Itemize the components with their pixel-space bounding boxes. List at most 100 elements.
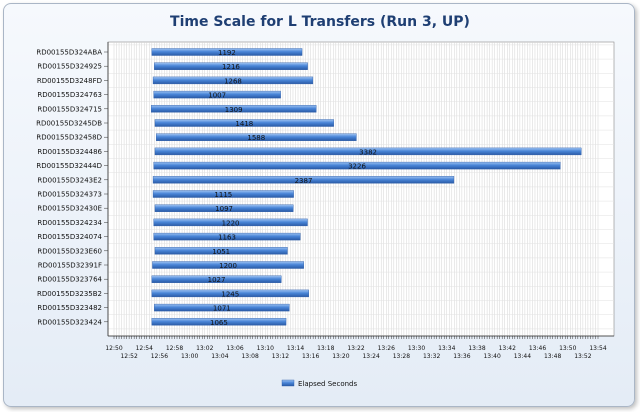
category-label: RD00155D324373 <box>37 191 102 199</box>
x-tick-label: 13:20 <box>332 353 349 360</box>
x-tick-label: 13:46 <box>529 345 546 352</box>
x-tick-label: 12:56 <box>151 353 168 360</box>
bar <box>151 48 303 56</box>
x-tick-label: 12:52 <box>120 353 137 360</box>
x-tick-label: 13:34 <box>438 345 455 352</box>
bar <box>153 232 301 241</box>
x-tick-label: 13:08 <box>241 353 258 360</box>
x-tick-label: 13:06 <box>226 345 243 352</box>
chart-title: Time Scale for L Transfers (Run 3, UP) <box>170 14 470 30</box>
bar <box>154 147 582 156</box>
x-tick-label: 13:28 <box>393 353 410 360</box>
x-tick-label: 13:48 <box>544 353 561 360</box>
bar <box>151 318 287 326</box>
legend-label: Elapsed Seconds <box>298 380 357 388</box>
bar-value-label: 1163 <box>218 234 236 242</box>
category-label: RD00155D324486 <box>37 148 102 156</box>
x-tick-label: 13:24 <box>362 353 379 360</box>
category-label: RD00155D3243E2 <box>37 176 102 184</box>
bar-value-label: 1097 <box>215 205 233 213</box>
bar <box>154 303 290 312</box>
x-tick-label: 13:12 <box>272 353 289 360</box>
bar-value-label: 1007 <box>208 92 226 100</box>
category-label: RD00155D324074 <box>37 233 102 241</box>
bar <box>154 247 288 255</box>
bar-value-label: 1220 <box>222 219 240 227</box>
bar-value-label: 1027 <box>208 276 226 284</box>
bars: 1192 1216 1268 1007 1309 1418 1588 3382 3226 2387… <box>150 48 582 327</box>
category-label: RD00155D324234 <box>37 219 102 227</box>
bar <box>152 261 304 269</box>
bar <box>154 62 308 70</box>
x-tick-label: 13:38 <box>468 345 485 352</box>
category-label: RD00155D324ABA <box>36 49 102 57</box>
x-tick-label: 13:18 <box>317 345 334 352</box>
bar <box>153 161 561 170</box>
grid-lines <box>108 42 614 336</box>
category-labels: RD00155D324ABA RD00155D324925 RD00155D3248… <box>36 49 108 326</box>
bar-value-label: 1071 <box>213 305 231 313</box>
x-tick-label: 13:16 <box>302 353 319 360</box>
x-tick-label: 13:02 <box>196 345 213 352</box>
x-tick-label: 13:36 <box>453 353 470 360</box>
x-tick-label: 12:58 <box>166 345 183 352</box>
category-label: RD00155D323482 <box>37 304 102 312</box>
x-tick-label: 13:50 <box>559 345 576 352</box>
category-label: RD00155D324925 <box>37 63 102 71</box>
bar-value-label: 1245 <box>221 290 239 298</box>
x-tick-label: 12:50 <box>105 345 122 352</box>
bar <box>152 76 314 85</box>
bar <box>153 218 308 227</box>
category-label: RD00155D3235B2 <box>37 290 102 298</box>
category-label: RD00155D323424 <box>37 318 102 326</box>
bar-value-label: 1418 <box>235 120 253 128</box>
bar-value-label: 1065 <box>210 319 228 327</box>
category-label: RD00155D3245DB <box>36 120 102 128</box>
bar <box>151 289 309 298</box>
category-label: RD00155D323764 <box>37 276 102 284</box>
bar-value-label: 1268 <box>224 77 242 85</box>
x-tick-label: 13:26 <box>378 345 395 352</box>
bar-value-label: 3382 <box>359 148 377 156</box>
x-tick-label: 13:40 <box>483 353 500 360</box>
bar-value-label: 1115 <box>214 191 232 199</box>
x-tick-label: 13:32 <box>423 353 440 360</box>
category-label: RD00155D32458D <box>36 134 102 142</box>
bar <box>151 275 282 283</box>
bar-value-label: 2387 <box>295 177 313 185</box>
x-tick-label: 13:42 <box>499 345 516 352</box>
bar-value-label: 3226 <box>348 163 366 171</box>
x-tick-label: 13:30 <box>408 345 425 352</box>
x-tick-label: 13:10 <box>257 345 274 352</box>
category-label: RD00155D323E60 <box>37 247 102 255</box>
x-tick-label: 13:04 <box>211 353 228 360</box>
category-label: RD00155D32444D <box>36 162 102 170</box>
bar <box>152 190 294 198</box>
category-label: RD00155D324715 <box>37 105 102 113</box>
legend-swatch <box>281 379 295 387</box>
bar <box>150 105 317 113</box>
x-tick-label: 13:54 <box>589 345 606 352</box>
category-label: RD00155D32391F <box>38 262 102 270</box>
category-label: RD00155D324763 <box>37 91 102 99</box>
x-tick-label: 13:14 <box>287 345 304 352</box>
bar-value-label: 1588 <box>247 134 265 142</box>
legend: Elapsed Seconds <box>281 379 357 388</box>
bar-value-label: 1309 <box>225 106 243 114</box>
bar-value-label: 1200 <box>219 262 237 270</box>
bar-value-label: 1051 <box>212 248 230 256</box>
x-tick-label: 13:44 <box>514 353 531 360</box>
bar <box>156 133 357 141</box>
bar-value-label: 1192 <box>218 49 236 57</box>
bar-value-label: 1216 <box>222 63 240 71</box>
bar <box>153 90 281 99</box>
x-tick-label: 13:52 <box>574 353 591 360</box>
bar <box>152 176 455 184</box>
bar <box>154 204 294 212</box>
x-axis-ticks: 12:5012:5212:5412:5612:5813:0013:0213:04… <box>105 42 614 360</box>
x-tick-label: 12:54 <box>136 345 153 352</box>
bar <box>154 119 334 127</box>
x-tick-label: 13:22 <box>347 345 364 352</box>
category-label: RD00155D32430E <box>37 205 102 213</box>
